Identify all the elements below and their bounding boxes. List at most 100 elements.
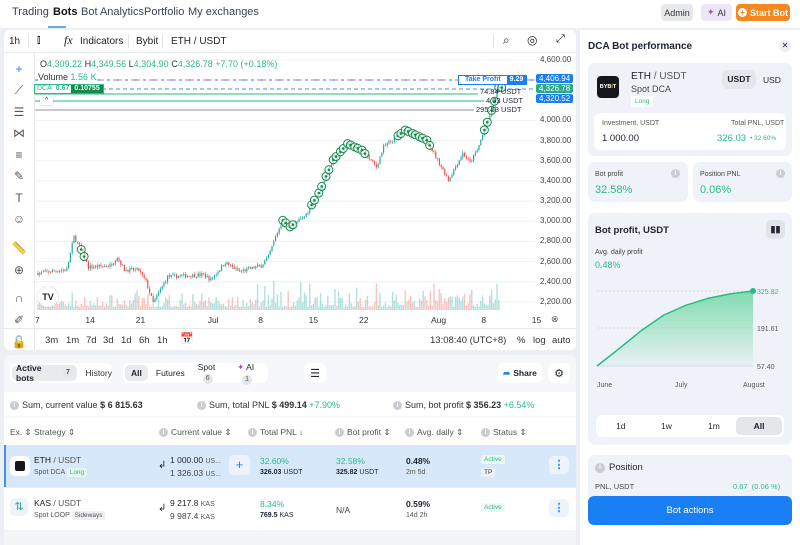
range-all[interactable]: All — [736, 417, 782, 435]
volume-bar — [258, 306, 261, 310]
info-icon[interactable]: i — [776, 169, 785, 178]
strategy-pair[interactable]: KAS / USDT — [34, 498, 81, 508]
crosshair-icon[interactable]: + — [15, 62, 23, 76]
table-row[interactable] — [4, 530, 576, 545]
currency-usdt[interactable]: USDT — [722, 70, 756, 89]
axis-settings-icon[interactable]: ⊗ — [551, 314, 559, 324]
interval-selector[interactable]: 1h — [9, 36, 21, 47]
gear-icon[interactable]: ⚙ — [548, 363, 570, 383]
settings-icon[interactable]: ◎ — [527, 33, 538, 47]
trend-line-icon[interactable]: ⟋ — [14, 82, 24, 97]
nav-portfolio[interactable]: Portfolio — [144, 6, 185, 18]
take-profit-qty: 9.29 — [506, 76, 527, 84]
col-bot-profit[interactable]: i Bot profit ⇕ — [335, 427, 391, 438]
info-icon[interactable]: i — [671, 169, 680, 178]
timeframe-6h[interactable]: 6h — [139, 335, 150, 346]
collapse-chevron-icon[interactable]: ^ — [40, 96, 53, 105]
volume-bar — [132, 299, 135, 310]
volume-bar — [166, 299, 169, 310]
volume-bar — [402, 304, 405, 310]
ruler-icon[interactable]: 📏 — [11, 241, 27, 255]
tradingview-logo[interactable]: TV — [38, 287, 58, 307]
lock-draw-icon[interactable]: ✐ — [13, 313, 25, 327]
info-icon[interactable]: i — [595, 463, 605, 473]
timeframe-3d[interactable]: 3d — [103, 335, 114, 346]
volume-bar — [355, 287, 358, 310]
range-1d[interactable]: 1d — [616, 421, 626, 431]
volume-bar — [159, 306, 162, 310]
volume-bar — [307, 306, 309, 310]
quick-search-icon[interactable]: ⌕ — [503, 33, 510, 47]
nav-bots[interactable]: Bots — [53, 6, 78, 18]
range-1w[interactable]: 1w — [661, 421, 672, 431]
more-options-icon[interactable]: ⋮ — [549, 499, 569, 517]
nav-my-exchanges[interactable]: My exchanges — [188, 6, 259, 18]
nav-bot-analytics[interactable]: Bot Analytics — [81, 6, 144, 18]
strategy-pair[interactable]: ETH / USDT — [34, 455, 81, 465]
timeframe-1d[interactable]: 1d — [121, 335, 132, 346]
share-button[interactable]: ➦ Share — [498, 363, 542, 383]
auto-toggle[interactable]: auto — [552, 335, 571, 346]
start-bot-button[interactable]: + Start Bot — [736, 4, 790, 21]
col-total-pnl[interactable]: i Total PNL ↓ — [248, 427, 303, 438]
filter-all[interactable]: All — [125, 365, 148, 381]
candle-type-icon[interactable]: ⫾ — [37, 34, 41, 46]
currency-usd[interactable]: USD — [763, 75, 781, 85]
close-icon[interactable]: ✕ — [779, 40, 791, 52]
timeframe-3m[interactable]: 3m — [45, 335, 59, 346]
range-1m[interactable]: 1m — [708, 421, 720, 431]
parallel-lines-icon[interactable]: ☰ — [13, 105, 25, 119]
percent-toggle[interactable]: % — [517, 335, 526, 346]
more-options-icon[interactable]: ⋮ — [549, 456, 569, 474]
invest-value: 1 000.00 US... — [170, 455, 221, 465]
table-row[interactable] — [4, 445, 576, 487]
magnet-icon[interactable]: ∩ — [14, 291, 24, 305]
info-icon[interactable]: i — [10, 401, 19, 411]
info-icon[interactable]: i — [197, 401, 206, 411]
take-profit-label[interactable]: Take Profit 9.29 — [458, 75, 528, 85]
dca-position-label[interactable]: DCA 0.67 0.10755 — [34, 84, 104, 94]
zoom-in-icon[interactable]: ⊕ — [13, 263, 25, 277]
pair-label[interactable]: ETH / USDT — [171, 36, 227, 47]
nav-trading[interactable]: Trading — [12, 6, 49, 18]
log-toggle[interactable]: log — [533, 335, 546, 346]
volume-bar — [120, 304, 122, 310]
timeframe-1h[interactable]: 1h — [157, 335, 168, 346]
indicators-button[interactable]: Indicators — [80, 36, 124, 47]
tab-active-bots[interactable]: Active bots 7 — [12, 363, 77, 383]
filter-futures[interactable]: Futures — [155, 368, 185, 378]
price-chart[interactable] — [0, 0, 580, 350]
unlock-icon[interactable]: 🔓 — [11, 335, 27, 349]
timeframe-7d[interactable]: 7d — [86, 335, 97, 346]
bot-actions-button[interactable]: Bot actions — [588, 496, 792, 525]
fullscreen-icon[interactable]: ⤢ — [556, 33, 565, 45]
col-status[interactable]: i Status ⇕ — [481, 427, 527, 438]
emoji-icon[interactable]: ☺ — [12, 212, 26, 226]
date-range-icon[interactable]: 📅 — [180, 333, 194, 345]
pattern-icon[interactable]: ⋈ — [13, 126, 25, 140]
fib-icon[interactable]: ≡ — [15, 148, 23, 162]
dca-order-marker — [489, 96, 499, 106]
filter-spot[interactable]: Spot 6 — [198, 362, 229, 384]
tab-history[interactable]: History — [85, 368, 112, 378]
candle-body — [98, 264, 100, 268]
exchange-label[interactable]: Bybit — [136, 36, 159, 47]
col-exchange[interactable]: Ex. ⇕ — [10, 427, 32, 437]
col-strategy[interactable]: Strategy ⇕ — [34, 427, 76, 437]
filter-ai[interactable]: ✦ AI 1 — [237, 362, 268, 385]
admin-button[interactable]: Admin — [661, 4, 693, 21]
brush-icon[interactable]: ✎ — [13, 169, 25, 183]
candle-body — [496, 91, 498, 99]
close-label: C — [171, 59, 178, 69]
filter-settings-icon[interactable]: ☰ — [304, 363, 326, 383]
text-icon[interactable]: T — [15, 191, 23, 205]
col-current-value[interactable]: i Current value ⇕ — [159, 427, 232, 438]
bar-chart-icon[interactable]: ▮▮ — [766, 220, 785, 239]
add-funds-button[interactable]: + — [229, 455, 250, 475]
candle-body — [206, 276, 208, 278]
info-icon[interactable]: i — [393, 401, 402, 411]
timeframe-1m[interactable]: 1m — [66, 335, 80, 346]
ai-button[interactable]: ✦ AI — [701, 4, 732, 21]
volume-bar — [375, 283, 378, 310]
col-avg-daily[interactable]: i Avg. daily ⇕ — [405, 427, 463, 438]
